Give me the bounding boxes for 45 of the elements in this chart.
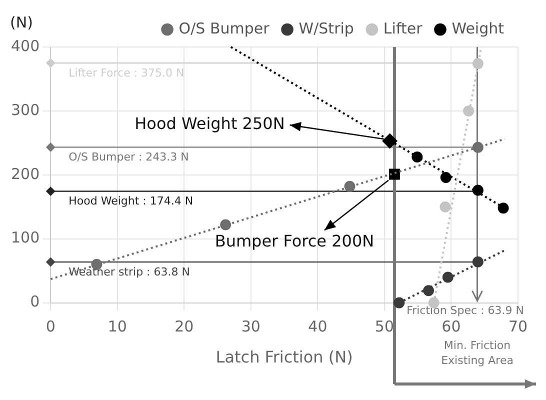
point — [382, 134, 398, 149]
ref-line-label: O/S Bumper : 243.3 N — [68, 150, 189, 164]
y-tick-label: 0 — [30, 292, 40, 311]
y-tick-label: 300 — [10, 100, 40, 119]
point — [412, 151, 423, 162]
point — [440, 201, 451, 212]
point — [472, 184, 484, 196]
legend-label: Weight — [452, 19, 504, 38]
point — [46, 58, 56, 68]
x-tick-label: 30 — [241, 318, 260, 336]
legend-label: O/S Bumper — [178, 19, 270, 38]
ref-line-label: Hood Weight : 174.4 N — [68, 194, 194, 208]
point — [344, 180, 356, 192]
point — [394, 297, 405, 308]
x-tick-label: 10 — [108, 318, 127, 336]
x-tick-label: 70 — [508, 318, 528, 336]
x-tick-label: 20 — [174, 318, 194, 336]
point — [463, 105, 474, 116]
x-tick-label: 50 — [374, 318, 394, 336]
point — [440, 172, 452, 183]
y-tick-label: 400 — [10, 36, 40, 55]
y-tick-label: 200 — [10, 164, 40, 183]
point — [46, 142, 56, 152]
point — [472, 58, 484, 70]
y-tick-label: 100 — [10, 228, 40, 247]
point — [423, 285, 434, 296]
y-axis-title: (N) — [10, 13, 33, 32]
legend-label: W/Strip — [298, 19, 354, 38]
point — [442, 272, 454, 283]
point — [46, 186, 56, 196]
point — [472, 256, 484, 268]
point — [472, 142, 484, 153]
point — [46, 258, 56, 266]
x-axis-title: Latch Friction (N) — [216, 348, 353, 367]
annotation: Bumper Force 200N — [214, 231, 374, 250]
ref-line-label: Friction Spec : 63.9 N — [406, 304, 524, 318]
x-tick-label: 0 — [46, 318, 56, 336]
point — [220, 219, 232, 230]
legend-label: Lifter — [383, 19, 424, 38]
point — [498, 202, 509, 214]
annotation: Hood Weight 250N — [134, 114, 285, 134]
x-tick-label: 60 — [442, 318, 461, 336]
text: Min. Friction Existing Area — [441, 339, 514, 368]
point — [389, 168, 400, 180]
x-tick-label: 40 — [308, 318, 328, 336]
